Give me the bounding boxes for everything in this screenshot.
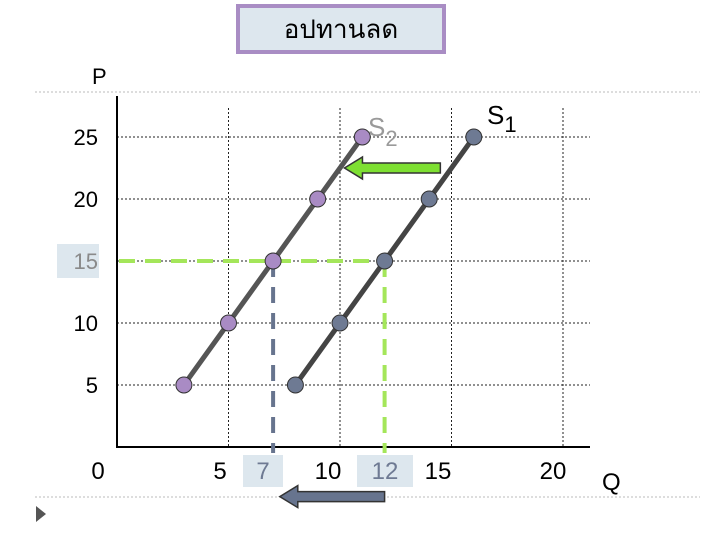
slide-title: อปทานลด [236,4,446,54]
y-tick-label-15: 15 [74,249,98,274]
x-tick-label-0: 0 [91,458,104,485]
x-axis-label: Q [602,469,621,496]
slide-title-text: อปทานลด [283,14,399,45]
x-tick-label-7: 7 [256,458,269,485]
equilibrium-guides [119,259,387,453]
axes: PQ [92,64,621,496]
y-tick-highlight-15 [57,244,99,278]
tick-labels: 5 10 15 20 25 0 5 7 10 12 15 20 [57,125,566,487]
s2-point-7-15 [264,252,282,270]
bullet-triangle-icon [36,506,46,522]
y-axis-label: P [92,64,107,89]
y-tick-label-10: 10 [74,311,98,336]
s1-point-12-15 [376,252,394,270]
s2-label: S2 [368,112,398,151]
y-tick-label-20: 20 [74,187,98,212]
x-tick-highlight-7 [243,455,283,487]
grid-lines [117,108,590,447]
s1-point-16-25 [465,128,483,146]
s1-label: S1 [487,100,517,137]
y-tick-label-25: 25 [74,125,98,150]
s1-point-14-20 [420,190,438,208]
s2-point-9-20 [309,190,327,208]
x-tick-label-15: 15 [425,458,452,485]
x-tick-label-20: 20 [540,458,567,485]
s1-point-10-10 [331,314,349,332]
x-tick-label-5: 5 [213,458,226,485]
s2-point-3-5 [175,376,193,394]
supply-shift-left-arrow-icon [343,155,442,181]
quantity-decrease-arrow-icon [278,484,386,509]
supply-curves: S1 S2 [175,100,517,394]
s2-point-11-25 [353,128,371,146]
annotations [278,155,442,509]
s2-point-5-10 [220,314,237,332]
x-tick-label-12: 12 [372,458,399,485]
x-tick-highlight-12 [357,455,413,487]
s1-point-8-5 [286,376,304,394]
x-tick-label-10: 10 [315,458,342,485]
y-tick-label-5: 5 [86,373,98,398]
